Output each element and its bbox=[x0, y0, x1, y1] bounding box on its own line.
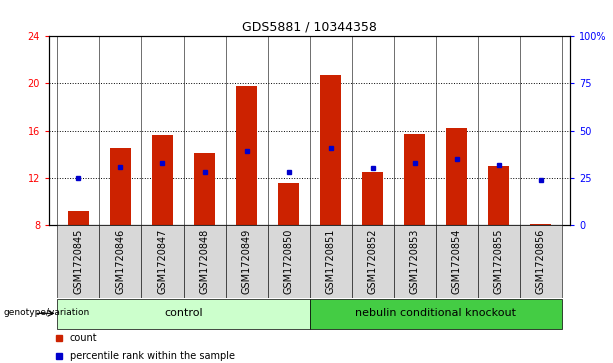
Bar bbox=[394, 225, 436, 298]
Bar bbox=[267, 225, 310, 298]
Text: GSM1720850: GSM1720850 bbox=[284, 229, 294, 294]
Bar bbox=[520, 36, 562, 225]
Bar bbox=[142, 225, 183, 298]
Title: GDS5881 / 10344358: GDS5881 / 10344358 bbox=[242, 21, 377, 34]
Text: GSM1720846: GSM1720846 bbox=[115, 229, 126, 294]
Text: GSM1720849: GSM1720849 bbox=[242, 229, 251, 294]
Text: GSM1720851: GSM1720851 bbox=[326, 229, 335, 294]
Bar bbox=[404, 134, 425, 225]
Bar bbox=[478, 225, 520, 298]
Text: percentile rank within the sample: percentile rank within the sample bbox=[70, 351, 235, 362]
Bar bbox=[478, 36, 520, 225]
Bar bbox=[310, 299, 562, 329]
Text: control: control bbox=[164, 308, 203, 318]
Bar bbox=[520, 225, 562, 298]
Bar bbox=[436, 225, 478, 298]
Bar bbox=[194, 153, 215, 225]
Text: GSM1720848: GSM1720848 bbox=[199, 229, 210, 294]
Bar bbox=[142, 36, 183, 225]
Text: GSM1720847: GSM1720847 bbox=[158, 229, 167, 294]
Bar bbox=[99, 225, 142, 298]
Bar bbox=[320, 75, 341, 225]
Bar bbox=[530, 224, 551, 225]
Bar bbox=[58, 36, 99, 225]
Bar bbox=[488, 166, 509, 225]
Bar bbox=[310, 36, 352, 225]
Bar bbox=[446, 129, 467, 225]
Text: nebulin conditional knockout: nebulin conditional knockout bbox=[355, 308, 516, 318]
Bar bbox=[278, 183, 299, 225]
Text: GSM1720856: GSM1720856 bbox=[536, 229, 546, 294]
Bar bbox=[58, 225, 99, 298]
Text: GSM1720845: GSM1720845 bbox=[74, 229, 83, 294]
Bar bbox=[110, 148, 131, 225]
Text: GSM1720854: GSM1720854 bbox=[452, 229, 462, 294]
Text: genotype/variation: genotype/variation bbox=[3, 308, 89, 317]
Bar bbox=[58, 299, 310, 329]
Bar bbox=[236, 86, 257, 225]
Bar bbox=[310, 225, 352, 298]
Bar bbox=[183, 36, 226, 225]
Bar bbox=[226, 225, 267, 298]
Bar bbox=[99, 36, 142, 225]
Bar bbox=[267, 36, 310, 225]
Bar bbox=[152, 135, 173, 225]
Bar bbox=[183, 225, 226, 298]
Bar bbox=[352, 225, 394, 298]
Bar bbox=[226, 36, 267, 225]
Bar bbox=[68, 211, 89, 225]
Text: GSM1720855: GSM1720855 bbox=[493, 229, 504, 294]
Bar bbox=[394, 36, 436, 225]
Text: GSM1720852: GSM1720852 bbox=[368, 229, 378, 294]
Bar bbox=[352, 36, 394, 225]
Text: GSM1720853: GSM1720853 bbox=[409, 229, 420, 294]
Bar bbox=[436, 36, 478, 225]
Text: count: count bbox=[70, 334, 97, 343]
Bar bbox=[362, 172, 383, 225]
